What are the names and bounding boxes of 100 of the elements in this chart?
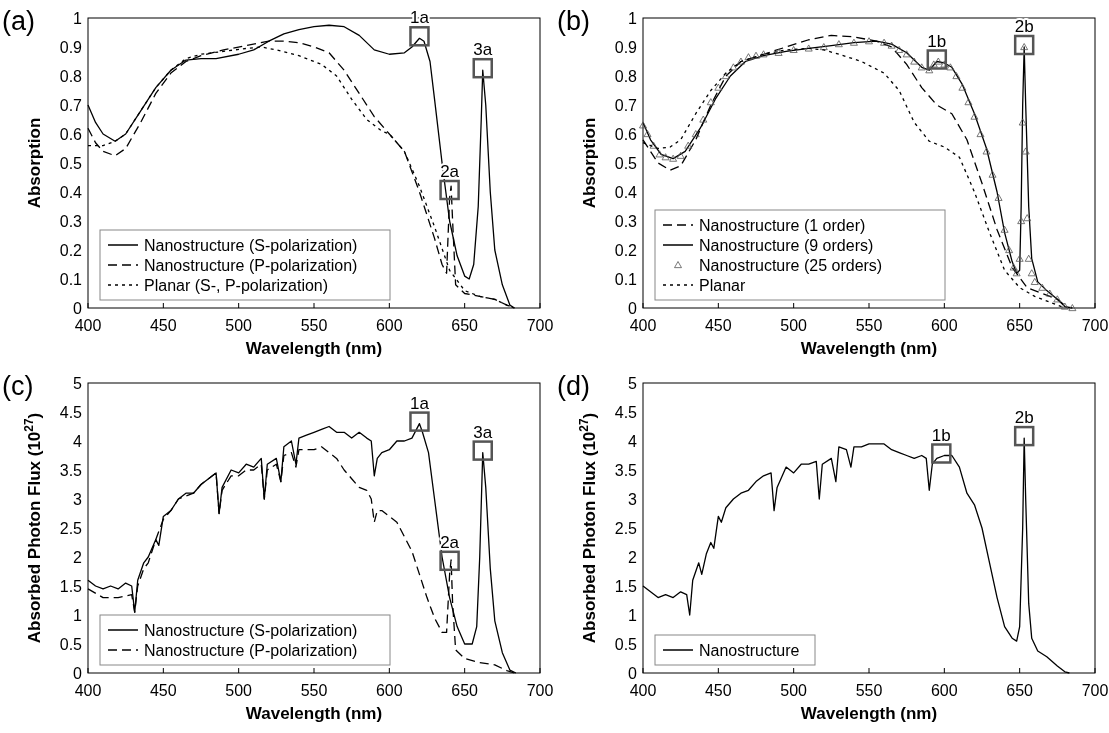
y-axis-title: Absorption: [25, 117, 44, 209]
y-tick-label: 4.5: [59, 404, 83, 421]
y-tick-label: 0.5: [59, 636, 83, 653]
y-tick-label: 0.1: [614, 271, 638, 288]
legend-label: Nanostructure (25 orders): [699, 257, 883, 274]
x-tick-label: 400: [74, 682, 102, 699]
x-tick-label: 500: [780, 682, 808, 699]
annotation: 3a: [473, 40, 493, 60]
x-tick-label: 500: [225, 682, 253, 699]
y-tick-label: 3.5: [614, 462, 638, 479]
x-tick-label: 600: [375, 682, 403, 699]
x-axis-title: Wavelength (nm): [245, 339, 383, 358]
y-tick-label: 0.5: [59, 155, 83, 172]
y-tick-label: 1.5: [614, 578, 638, 595]
y-tick-label: 0.8: [614, 68, 638, 85]
annotation: 3a: [473, 422, 493, 442]
x-tick-label: 700: [526, 682, 554, 699]
y-tick-label: 4: [73, 433, 83, 450]
x-tick-label: 400: [629, 682, 657, 699]
y-tick-label: 0.8: [59, 68, 83, 85]
x-tick-label: 550: [855, 317, 883, 334]
y-tick-label: 3: [628, 491, 638, 508]
chart-title: (c): [2, 371, 34, 401]
annotation: 2b: [1014, 408, 1034, 428]
y-tick-label: 2.5: [59, 520, 83, 537]
legend-label: Planar (S-, P-polarization): [144, 277, 329, 294]
x-tick-label: 450: [704, 682, 732, 699]
x-tick-label: 600: [930, 317, 958, 334]
y-axis-title: Absorption: [580, 117, 599, 209]
x-tick-label: 450: [149, 682, 177, 699]
x-tick-label: 650: [1006, 317, 1034, 334]
y-tick-label: 0: [628, 300, 638, 317]
y-tick-label: 0.9: [59, 39, 83, 56]
legend-label: Nanostructure (P-polarization): [144, 642, 358, 659]
chart-title: (b): [557, 6, 590, 36]
x-tick-label: 650: [451, 682, 479, 699]
legend-label: Nanostructure (1 order): [699, 217, 866, 234]
y-tick-label: 0.5: [614, 636, 638, 653]
x-tick-label: 400: [629, 317, 657, 334]
y-tick-label: 0.3: [614, 213, 638, 230]
y-tick-label: 0.6: [614, 126, 638, 143]
y-tick-label: 1: [628, 10, 638, 27]
x-tick-label: 500: [780, 317, 808, 334]
legend-label: Nanostructure: [699, 642, 800, 659]
y-tick-label: 0.1: [59, 271, 83, 288]
x-tick-label: 700: [1081, 682, 1109, 699]
x-tick-label: 700: [1081, 317, 1109, 334]
x-tick-label: 500: [225, 317, 253, 334]
legend-label: Nanostructure (P-polarization): [144, 257, 358, 274]
annotation: 2b: [1014, 17, 1034, 36]
chart-title: (a): [2, 6, 35, 36]
y-tick-label: 0.2: [614, 242, 638, 259]
y-tick-label: 0: [73, 665, 83, 682]
x-axis-title: Wavelength (nm): [245, 704, 383, 723]
y-tick-label: 2: [628, 549, 638, 566]
x-tick-label: 450: [149, 317, 177, 334]
y-tick-label: 3.5: [59, 462, 83, 479]
y-tick-label: 0.3: [59, 213, 83, 230]
annotation: 1b: [931, 425, 951, 445]
y-tick-label: 0.6: [59, 126, 83, 143]
y-tick-label: 0.2: [59, 242, 83, 259]
annotation: 2a: [440, 532, 460, 552]
annotation: 1a: [410, 393, 430, 413]
x-tick-label: 550: [300, 317, 328, 334]
x-axis-title: Wavelength (nm): [800, 704, 938, 723]
x-tick-label: 650: [1006, 682, 1034, 699]
annotation: 1a: [410, 8, 430, 28]
y-tick-label: 1: [73, 607, 83, 624]
y-tick-label: 4.5: [614, 404, 638, 421]
y-tick-label: 4: [628, 433, 638, 450]
x-tick-label: 550: [300, 682, 328, 699]
y-tick-label: 0.9: [614, 39, 638, 56]
chart-title: (d): [557, 371, 590, 401]
x-tick-label: 700: [526, 317, 554, 334]
y-tick-label: 0.7: [59, 97, 83, 114]
y-tick-label: 3: [73, 491, 83, 508]
x-tick-label: 550: [855, 682, 883, 699]
legend-label: Nanostructure (S-polarization): [144, 237, 358, 254]
y-tick-label: 5: [628, 375, 638, 392]
y-tick-label: 0.4: [59, 184, 83, 201]
y-tick-label: 2: [73, 549, 83, 566]
legend-label: Planar: [699, 277, 746, 294]
y-tick-label: 0.7: [614, 97, 638, 114]
y-tick-label: 1: [628, 607, 638, 624]
y-tick-label: 1: [73, 10, 83, 27]
y-tick-label: 0.5: [614, 155, 638, 172]
y-tick-label: 0: [73, 300, 83, 317]
x-tick-label: 450: [704, 317, 732, 334]
y-tick-label: 0.4: [614, 184, 638, 201]
y-tick-label: 0: [628, 665, 638, 682]
x-tick-label: 400: [74, 317, 102, 334]
x-tick-label: 600: [930, 682, 958, 699]
y-tick-label: 2.5: [614, 520, 638, 537]
legend-label: Nanostructure (S-polarization): [144, 622, 358, 639]
x-tick-label: 650: [451, 317, 479, 334]
legend-label: Nanostructure (9 orders): [699, 237, 874, 254]
x-axis-title: Wavelength (nm): [800, 339, 938, 358]
y-tick-label: 5: [73, 375, 83, 392]
y-tick-label: 1.5: [59, 578, 83, 595]
annotation: 1b: [927, 31, 947, 51]
